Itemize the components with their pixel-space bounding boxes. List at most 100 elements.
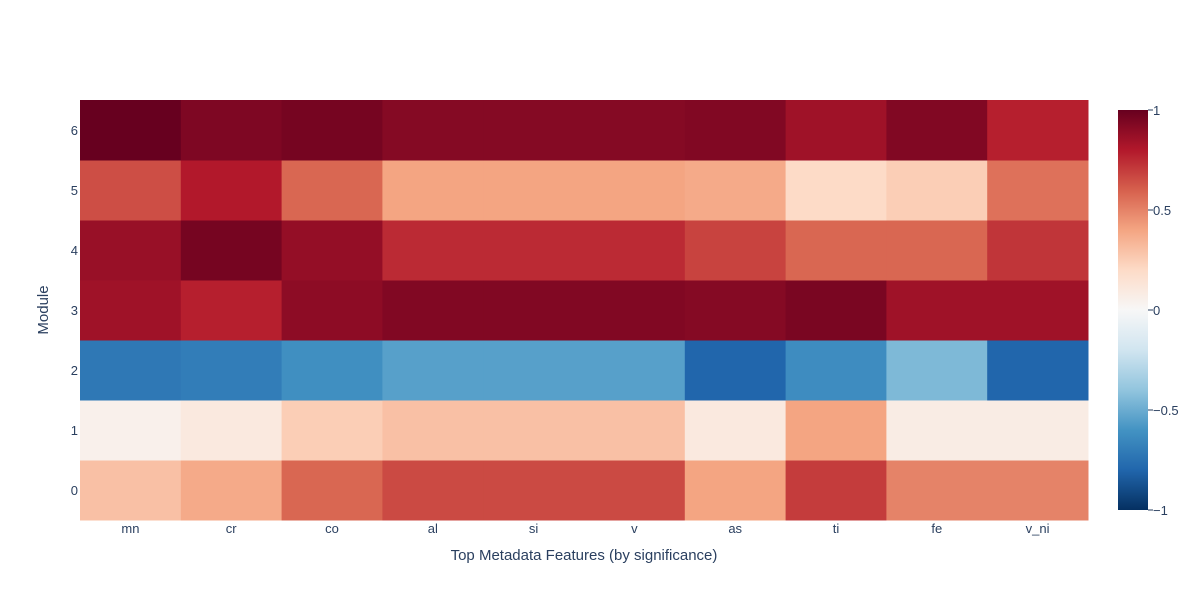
colorbar-tick-label: 0	[1153, 303, 1160, 318]
heatmap-cell	[80, 460, 182, 521]
heatmap-cell	[180, 160, 283, 221]
heatmap-cell	[483, 100, 585, 161]
heatmap-cell	[785, 220, 887, 281]
heatmap-cell	[382, 340, 484, 401]
heatmap-cell	[281, 100, 383, 161]
heatmap-cell	[180, 460, 283, 521]
colorbar	[1118, 110, 1148, 510]
heatmap-cell	[785, 460, 887, 521]
x-tick-label: si	[529, 521, 539, 536]
heatmap-cell	[886, 340, 988, 401]
heatmap-cell	[281, 160, 383, 221]
heatmap-cell	[80, 280, 182, 341]
x-tick-label: v_ni	[1026, 521, 1050, 536]
heatmap-cell	[584, 460, 686, 521]
heatmap-cell	[80, 160, 182, 221]
heatmap-cell	[281, 460, 383, 521]
heatmap-cell	[584, 100, 686, 161]
heatmap-cell	[987, 400, 1089, 461]
heatmap-cell	[684, 160, 787, 221]
heatmap-cell	[987, 160, 1089, 221]
heatmap-cell	[483, 460, 585, 521]
heatmap-cell	[684, 460, 787, 521]
heatmap-cell	[684, 400, 787, 461]
heatmap-cell	[281, 340, 383, 401]
heatmap-cell	[80, 100, 182, 161]
heatmap-cell	[180, 400, 283, 461]
y-tick-label: 3	[71, 303, 78, 318]
heatmap-cell	[584, 280, 686, 341]
heatmap-cell	[382, 220, 484, 281]
heatmap-cell	[382, 400, 484, 461]
heatmap-cell	[684, 100, 787, 161]
x-tick-label: al	[428, 521, 438, 536]
heatmap-cell	[180, 280, 283, 341]
heatmap-cell	[483, 280, 585, 341]
heatmap-cell	[80, 220, 182, 281]
heatmap-cell	[80, 340, 182, 401]
heatmap-cell	[584, 160, 686, 221]
heatmap-cell	[785, 280, 887, 341]
heatmap-cell	[483, 220, 585, 281]
y-axis-title: Module	[35, 285, 52, 334]
heatmap-cell	[584, 400, 686, 461]
heatmap-cell	[987, 220, 1089, 281]
heatmap-cell	[987, 460, 1089, 521]
heatmap-cell	[886, 100, 988, 161]
heatmap-cell	[684, 220, 787, 281]
heatmap-cell	[483, 400, 585, 461]
x-tick-label: fe	[931, 521, 942, 536]
heatmap-cell	[684, 340, 787, 401]
heatmap-cell	[886, 460, 988, 521]
heatmap-cell	[785, 340, 887, 401]
heatmap-cell	[382, 100, 484, 161]
heatmap-cell	[180, 340, 283, 401]
heatmap-cell	[382, 160, 484, 221]
heatmap-cell	[785, 100, 887, 161]
heatmap-cell	[180, 100, 283, 161]
x-tick-label: ti	[833, 521, 840, 536]
heatmap-cell	[281, 220, 383, 281]
heatmap-cell	[785, 160, 887, 221]
heatmap-cell	[684, 280, 787, 341]
heatmap-cell	[987, 340, 1089, 401]
colorbar-tick-label: 0.5	[1153, 203, 1171, 218]
heatmap-cell	[886, 400, 988, 461]
heatmap-cell	[483, 340, 585, 401]
heatmap-cell	[785, 400, 887, 461]
heatmap-cell	[584, 220, 686, 281]
heatmap-cell	[483, 160, 585, 221]
heatmap-cell	[987, 280, 1089, 341]
y-axis-ticks: 0 1 2 3 4 5 6	[71, 123, 78, 498]
colorbar-tick-label: −1	[1153, 503, 1168, 518]
colorbar-ticks: 1 0.5 0 −0.5 −1	[1148, 103, 1179, 518]
y-tick-label: 4	[71, 243, 78, 258]
x-tick-label: as	[728, 521, 742, 536]
heatmap-cell	[80, 400, 182, 461]
x-axis-title: Top Metadata Features (by significance)	[451, 547, 718, 564]
heatmap-cell	[886, 220, 988, 281]
heatmap-cell	[281, 400, 383, 461]
heatmap-cells	[80, 100, 1089, 521]
heatmap-cell	[987, 100, 1089, 161]
y-tick-label: 1	[71, 423, 78, 438]
x-tick-label: co	[325, 521, 339, 536]
heatmap-cell	[382, 460, 484, 521]
colorbar-tick-label: 1	[1153, 103, 1160, 118]
heatmap-cell	[886, 160, 988, 221]
colorbar-tick-label: −0.5	[1153, 403, 1179, 418]
y-tick-label: 6	[71, 123, 78, 138]
y-tick-label: 5	[71, 183, 78, 198]
x-tick-label: cr	[226, 521, 238, 536]
y-tick-label: 2	[71, 363, 78, 378]
x-axis-ticks: mn cr co al si v as ti fe v_ni	[121, 521, 1049, 536]
heatmap-cell	[584, 340, 686, 401]
x-tick-label: v	[631, 521, 638, 536]
y-tick-label: 0	[71, 483, 78, 498]
heatmap-cell	[886, 280, 988, 341]
heatmap-cell	[281, 280, 383, 341]
x-tick-label: mn	[121, 521, 139, 536]
heatmap-cell	[180, 220, 283, 281]
heatmap-cell	[382, 280, 484, 341]
